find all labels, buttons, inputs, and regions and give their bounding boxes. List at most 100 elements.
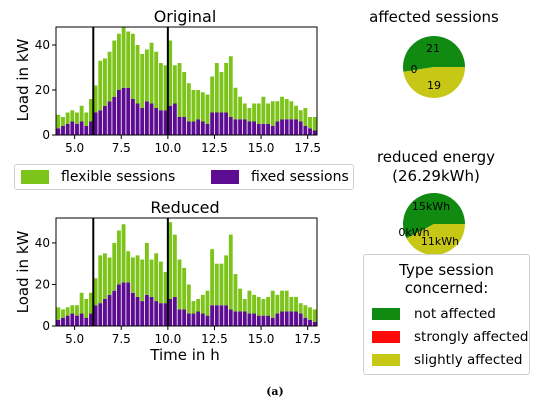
original-fixed-bar bbox=[149, 103, 154, 135]
reduced-load-chart: Reduced Load in kW 0 20 40 5.0 7.5 10.0 12.5 1… bbox=[14, 198, 321, 364]
reduced-fixed-bar bbox=[79, 313, 84, 326]
reduced-flexible-bar bbox=[303, 305, 308, 318]
original-fixed-bar bbox=[65, 123, 70, 135]
reduced-flexible-bar bbox=[172, 234, 177, 297]
original-flexible-bar bbox=[140, 54, 145, 108]
original-fixed-bar bbox=[107, 101, 112, 135]
original-fixed-bar bbox=[126, 87, 131, 135]
reduced-x-axis-label: Time in h bbox=[149, 346, 219, 364]
original-y-tick-label: 0 bbox=[42, 128, 50, 142]
original-flexible-bar bbox=[149, 42, 154, 104]
reduced-flexible-bar bbox=[89, 292, 93, 314]
original-y-tick-label: 40 bbox=[35, 38, 50, 52]
reduced-fixed-bar bbox=[177, 309, 182, 326]
bar-legend: flexible sessions fixed sessions bbox=[14, 164, 354, 190]
original-fixed-bar bbox=[182, 117, 187, 135]
reduced-flexible-bar bbox=[270, 290, 275, 318]
affected-sessions-title: affected sessions bbox=[369, 8, 499, 26]
reduced-fixed-bar bbox=[126, 282, 131, 326]
fixed-swatch bbox=[211, 170, 239, 184]
reduced-fixed-bar bbox=[261, 315, 266, 326]
original-flexible-bar bbox=[61, 117, 65, 126]
original-flexible-bar bbox=[154, 51, 159, 108]
reduced-fixed-bar bbox=[149, 296, 154, 326]
reduced-flexible-bar bbox=[144, 242, 149, 295]
original-flexible-bar bbox=[75, 112, 79, 124]
reduced-fixed-bar bbox=[266, 315, 270, 326]
reduced-flexible-bar bbox=[280, 290, 284, 312]
reduced-flexible-bar bbox=[214, 263, 219, 306]
reduced-flexible-bar bbox=[266, 296, 270, 316]
original-flexible-bar bbox=[172, 65, 177, 104]
reduced-fixed-bar bbox=[112, 290, 117, 326]
reduced-energy-slice-slightly-affected bbox=[406, 224, 465, 256]
reduced-fixed-bar bbox=[247, 313, 252, 326]
fixed-legend-label: fixed sessions bbox=[251, 169, 349, 185]
original-flexible-bar bbox=[284, 99, 289, 120]
reduced-fixed-bar bbox=[238, 311, 243, 326]
reduced-flexible-bar bbox=[275, 294, 280, 314]
original-flexible-bar bbox=[303, 108, 308, 126]
original-fixed-bar bbox=[261, 123, 266, 135]
original-flexible-bar bbox=[266, 103, 270, 124]
original-fixed-bar bbox=[144, 101, 149, 135]
original-flexible-bar bbox=[116, 33, 121, 90]
reduced-fixed-bar bbox=[140, 301, 145, 326]
original-x-tick-label: 17.5 bbox=[294, 141, 321, 155]
reduced-flexible-bar bbox=[308, 307, 312, 320]
reduced-flexible-bar bbox=[191, 301, 196, 314]
original-flexible-bar bbox=[126, 31, 131, 88]
reduced-flexible-bar bbox=[158, 261, 163, 304]
original-fixed-bar bbox=[158, 110, 163, 135]
reduced-fixed-bar bbox=[233, 311, 238, 326]
original-fixed-bar bbox=[308, 128, 312, 135]
reduced-flexible-bar bbox=[210, 249, 215, 306]
reduced-fixed-bar bbox=[294, 311, 298, 326]
original-fixed-bar bbox=[242, 119, 247, 135]
reduced-flexible-bar bbox=[149, 259, 154, 297]
reduced-flexible-bar bbox=[261, 299, 266, 316]
reduced-fixed-bar bbox=[158, 303, 163, 326]
reduced-flexible-bar bbox=[61, 309, 65, 318]
reduced-flexible-bar bbox=[126, 251, 131, 283]
original-flexible-bar bbox=[121, 27, 126, 88]
original-fixed-bar bbox=[70, 121, 75, 135]
reduced-fixed-bar bbox=[172, 296, 177, 326]
figure-caption: (a) bbox=[266, 385, 284, 398]
reduced-flexible-bar bbox=[219, 263, 224, 306]
original-fixed-bar bbox=[56, 128, 61, 135]
original-fixed-bar bbox=[298, 121, 303, 135]
reduced-fixed-bar bbox=[256, 315, 261, 326]
flexible-swatch bbox=[21, 170, 49, 184]
not-affected-label: not affected bbox=[414, 306, 496, 322]
original-fixed-bar bbox=[172, 103, 177, 135]
original-fixed-bar bbox=[312, 130, 317, 135]
reduced-flexible-bar bbox=[79, 292, 84, 314]
reduced-x-tick-label: 17.5 bbox=[294, 332, 321, 346]
reduced-energy-slice-label: 0kWh bbox=[398, 226, 429, 239]
original-flexible-bar bbox=[228, 56, 233, 117]
reduced-energy-slice-label: 11kWh bbox=[421, 235, 459, 248]
original-fixed-bar bbox=[140, 108, 145, 135]
reduced-flexible-bar bbox=[103, 253, 107, 299]
original-flexible-bar bbox=[224, 63, 229, 113]
reduced-fixed-bar bbox=[56, 319, 61, 326]
original-chart-title: Original bbox=[154, 7, 217, 26]
original-flexible-bar bbox=[89, 99, 93, 122]
original-fixed-bar bbox=[247, 121, 252, 135]
reduced-flexible-bar bbox=[56, 307, 61, 320]
original-flexible-bar bbox=[196, 90, 201, 120]
original-flexible-bar bbox=[308, 117, 312, 129]
original-fixed-bar bbox=[121, 87, 126, 135]
strongly-affected-label: strongly affected bbox=[414, 329, 529, 345]
reduced-fixed-bar bbox=[252, 313, 257, 326]
original-fixed-bar bbox=[98, 110, 103, 135]
original-flexible-bar bbox=[103, 58, 107, 106]
original-flexible-bar bbox=[70, 110, 75, 122]
reduced-energy-subtitle: (26.29kWh) bbox=[392, 167, 480, 185]
original-flexible-bar bbox=[210, 76, 215, 113]
original-flexible-bar bbox=[275, 101, 280, 122]
reduced-fixed-bar bbox=[116, 284, 121, 326]
original-plot-frame bbox=[55, 26, 318, 136]
